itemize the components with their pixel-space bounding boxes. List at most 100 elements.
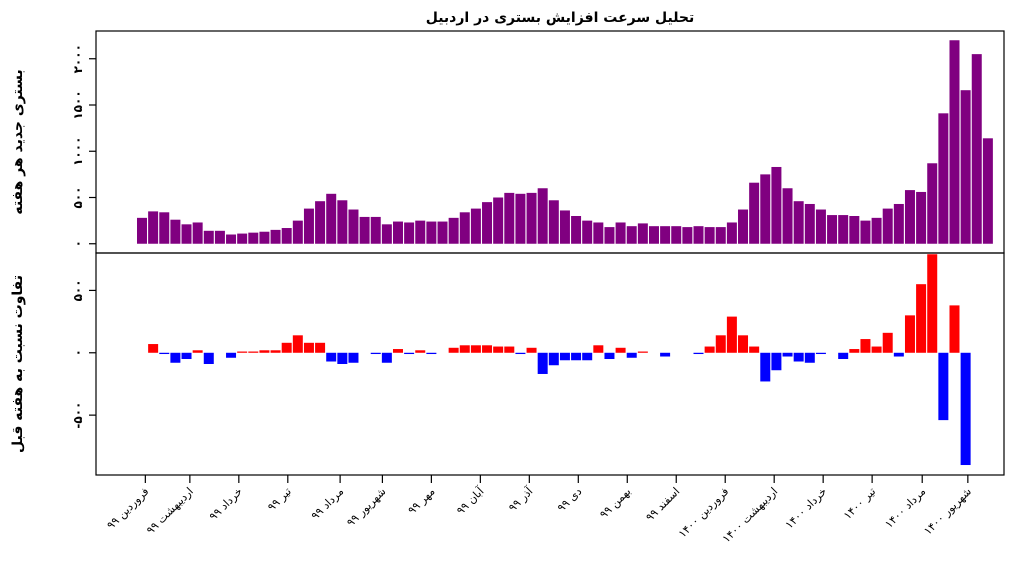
- x-tick-label: خرداد ۱۴۰۰: [783, 485, 830, 532]
- weekly-bar: [426, 221, 437, 244]
- increase-bar: [949, 305, 960, 353]
- increase-bar: [916, 284, 927, 353]
- x-tick-label: بهمن ۹۹: [597, 485, 633, 521]
- weekly-bar: [671, 226, 682, 244]
- weekly-bar: [326, 193, 337, 244]
- decrease-bar: [571, 352, 582, 361]
- weekly-bar: [704, 227, 715, 244]
- decrease-bar: [960, 352, 971, 466]
- weekly-bar: [214, 230, 225, 244]
- increase-bar: [270, 350, 281, 353]
- y-tick-label: ۲۰۰۰: [71, 44, 85, 73]
- weekly-bar: [726, 222, 737, 244]
- increase-bar: [526, 347, 537, 353]
- weekly-bar: [281, 228, 292, 244]
- decrease-bar: [771, 352, 782, 371]
- decrease-bar: [604, 352, 615, 360]
- increase-bar: [259, 350, 270, 353]
- weekly-bar: [615, 222, 626, 244]
- increase-bar: [448, 347, 459, 353]
- weekly-bar: [437, 221, 448, 244]
- weekly-bar: [381, 224, 392, 244]
- weekly-bar: [192, 222, 203, 244]
- increase-bar: [493, 346, 504, 353]
- weekly-bar: [793, 201, 804, 244]
- weekly-bar: [470, 208, 481, 244]
- x-tick-label: تیر ۱۴۰۰: [841, 485, 878, 522]
- increase-bar: [415, 350, 426, 353]
- weekly-bar: [693, 226, 704, 244]
- increase-bar: [192, 350, 203, 353]
- weekly-bar: [181, 224, 192, 244]
- increase-bar: [849, 349, 860, 353]
- increase-bar: [882, 332, 893, 353]
- weekly-bar: [626, 226, 637, 244]
- weekly-bar: [648, 226, 659, 244]
- increase-bar: [303, 342, 314, 353]
- weekly-bar: [370, 216, 381, 244]
- weekly-bar: [771, 166, 782, 244]
- increase-bar: [726, 316, 737, 353]
- decrease-bar: [404, 352, 415, 355]
- weekly-bar: [359, 216, 370, 244]
- increase-bar: [504, 346, 515, 353]
- weekly-bar: [660, 226, 671, 244]
- increase-bar: [315, 342, 326, 353]
- weekly-bar: [548, 200, 559, 244]
- weekly-bar: [715, 227, 726, 244]
- weekly-bar: [916, 191, 927, 244]
- weekly-bar: [804, 203, 815, 244]
- decrease-bar: [815, 352, 826, 355]
- weekly-bar: [259, 231, 270, 244]
- x-tick-label: مرداد ۱۴۰۰: [882, 485, 928, 531]
- weekly-bar: [760, 174, 771, 244]
- weekly-bar: [248, 232, 259, 244]
- decrease-bar: [337, 352, 348, 364]
- increase-bar: [904, 315, 915, 353]
- decrease-bar: [838, 352, 849, 360]
- x-tick-label: آبان ۹۹: [453, 484, 487, 518]
- decrease-bar: [626, 352, 637, 358]
- decrease-bar: [760, 352, 771, 382]
- weekly-bar: [882, 208, 893, 244]
- weekly-bar: [337, 200, 348, 244]
- x-tick-label: دی ۹۹: [555, 485, 585, 515]
- weekly-bar: [949, 40, 960, 244]
- weekly-bar: [927, 163, 938, 244]
- y-tick-label: ۱۰۰۰: [71, 137, 85, 166]
- decrease-bar: [938, 352, 949, 421]
- decrease-bar: [370, 352, 381, 355]
- weekly-bar: [815, 209, 826, 244]
- increase-bar: [459, 345, 470, 353]
- increase-bar: [715, 335, 726, 353]
- weekly-bar: [493, 197, 504, 244]
- y-tick-label: ۰: [71, 349, 85, 356]
- weekly-bar: [593, 222, 604, 244]
- decrease-bar: [693, 352, 704, 355]
- increase-bar: [871, 346, 882, 353]
- x-tick-label: فروردین ۹۹: [104, 485, 151, 532]
- weekly-bar: [871, 217, 882, 244]
- x-tick-label: اردیبهشت ۹۹: [144, 485, 196, 537]
- top-y-axis-label: بستری جدید هر هفته: [10, 69, 26, 214]
- weekly-bar: [237, 233, 248, 244]
- weekly-bar: [559, 210, 570, 244]
- increase-bar: [392, 349, 403, 353]
- y-tick-label: ۵۰۰: [71, 279, 85, 301]
- weekly-bar: [292, 220, 303, 244]
- x-tick-label: شهریور ۹۹: [344, 485, 388, 529]
- increase-bar: [927, 254, 938, 353]
- decrease-bar: [559, 352, 570, 361]
- decrease-bar: [660, 352, 671, 357]
- x-tick-label: شهریور ۱۴۰۰: [921, 485, 974, 538]
- decrease-bar: [793, 352, 804, 362]
- decrease-bar: [326, 352, 337, 362]
- weekly-bar: [148, 211, 159, 244]
- weekly-bar: [526, 192, 537, 244]
- weekly-bar: [971, 54, 982, 244]
- weekly-bar: [749, 182, 760, 244]
- increase-bar: [593, 345, 604, 353]
- weekly-bar: [571, 216, 582, 244]
- increase-bar: [281, 342, 292, 353]
